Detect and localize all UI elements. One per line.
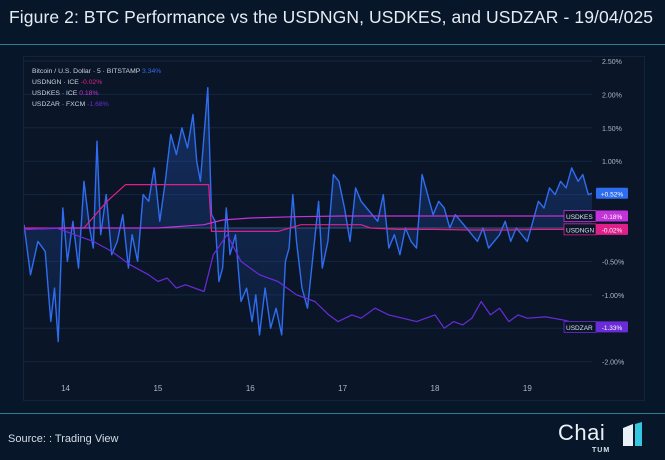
end-badge-3: USDKES -0.18% bbox=[563, 210, 628, 222]
legend-value: 3.34% bbox=[142, 68, 161, 75]
badge-value: -1.33% bbox=[602, 325, 623, 332]
legend-value: -0.02% bbox=[81, 79, 103, 86]
end-badge-2: USDNGN -0.02% bbox=[563, 223, 628, 236]
logo-mark-icon bbox=[623, 422, 642, 446]
source-note: Source: : Trading View bbox=[8, 433, 119, 445]
legend-value: -1.68% bbox=[87, 101, 109, 108]
series-line-3 bbox=[24, 215, 592, 230]
y-tick-label: -1.00% bbox=[602, 293, 624, 300]
legend-entry: USDNGN · ICE -0.02% bbox=[32, 79, 102, 86]
badge-name: USDZAR bbox=[566, 325, 593, 332]
badge-name: USDKES bbox=[566, 214, 593, 221]
series-line-1 bbox=[24, 87, 593, 343]
y-tick-label: 1.50% bbox=[602, 126, 622, 133]
badge-box bbox=[596, 321, 628, 333]
logo-sub: TUM bbox=[592, 447, 611, 454]
x-tick-label: 15 bbox=[153, 384, 162, 393]
x-tick-label: 18 bbox=[431, 384, 440, 393]
chart-panel: 2.50%2.00%1.50%1.00%-0.50%-1.00%-1.50%-2… bbox=[23, 56, 645, 401]
y-tick-label: 1.00% bbox=[602, 159, 622, 166]
y-tick-label: -2.00% bbox=[602, 360, 624, 367]
y-tick-label: 2.00% bbox=[602, 92, 622, 99]
page-title: Figure 2: BTC Performance vs the USDNGN,… bbox=[9, 7, 654, 27]
x-tick-label: 17 bbox=[338, 384, 347, 393]
y-tick-label: 2.50% bbox=[602, 59, 622, 66]
legend-entry: Bitcoin / U.S. Dollar · 5 · BITSTAMP 3.3… bbox=[32, 68, 161, 75]
badge-name: USDNGN bbox=[566, 227, 594, 234]
x-tick-label: 19 bbox=[523, 384, 532, 393]
btc-area bbox=[24, 87, 592, 342]
performance-chart: 2.50%2.00%1.50%1.00%-0.50%-1.00%-1.50%-2… bbox=[24, 59, 628, 393]
chaitum-logo: Chai TUM bbox=[558, 420, 648, 456]
top-divider bbox=[0, 44, 665, 45]
badge-value: -0.18% bbox=[602, 214, 623, 221]
series-line-2 bbox=[24, 184, 592, 232]
logo-word: Chai bbox=[558, 420, 606, 445]
badge-value: +0.52% bbox=[601, 191, 623, 198]
legend-entry: USDZAR · FXCM -1.68% bbox=[32, 101, 109, 108]
bottom-divider bbox=[0, 413, 665, 414]
end-badge-4: USDZAR -1.33% bbox=[563, 320, 628, 333]
y-tick-label: -0.50% bbox=[602, 259, 624, 266]
badge-box bbox=[596, 223, 628, 235]
series-line-4 bbox=[24, 227, 593, 329]
end-badge-1: +0.52% bbox=[596, 187, 628, 199]
legend-entry: USDKES · ICE 0.18% bbox=[32, 90, 99, 97]
x-tick-label: 16 bbox=[246, 384, 255, 393]
badge-box bbox=[596, 187, 628, 199]
legend-value: 0.18% bbox=[79, 90, 98, 97]
badge-box bbox=[596, 210, 628, 222]
x-tick-label: 14 bbox=[61, 384, 70, 393]
badge-value: -0.02% bbox=[602, 227, 623, 234]
